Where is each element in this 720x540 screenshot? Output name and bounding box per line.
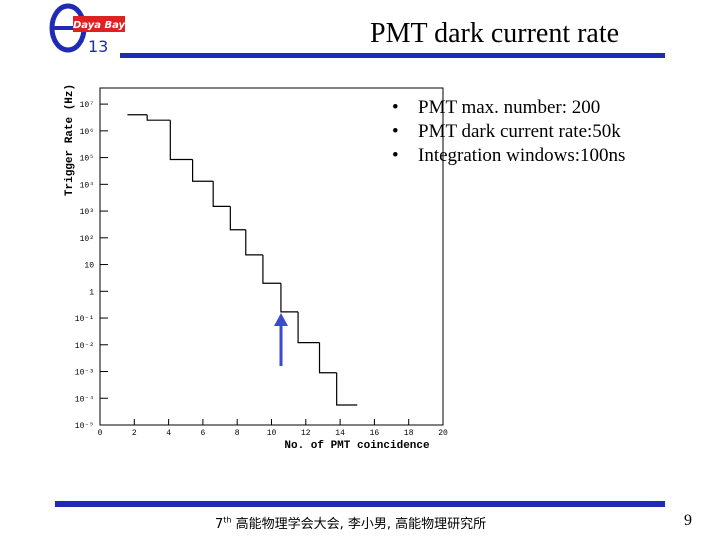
footer-text: 高能物理学会大会, 李小男, 高能物理研究所	[231, 517, 487, 532]
y-tick-label: 10⁻³	[75, 369, 94, 378]
histogram-step	[212, 181, 231, 207]
y-tick-label: 10⁻⁴	[75, 395, 94, 404]
plot-frame	[99, 87, 444, 426]
y-tick-label: 10⁴	[80, 181, 94, 190]
footer-rule	[55, 501, 665, 507]
x-tick-label: 10	[267, 429, 277, 438]
histogram-step	[297, 311, 320, 344]
x-tick-label: 16	[370, 429, 380, 438]
page-number: 9	[684, 512, 692, 529]
footer-ordinal: 7	[215, 517, 224, 532]
x-tick-label: 14	[335, 429, 345, 438]
bullet-list: PMT max. number: 200 PMT dark current ra…	[392, 96, 625, 168]
histogram-step	[318, 342, 337, 374]
histogram-step	[245, 229, 263, 256]
footer-suffix: th	[223, 515, 232, 525]
y-tick-label: 10⁻¹	[75, 315, 94, 324]
histogram-step	[229, 206, 246, 231]
annotation-arrowhead	[274, 313, 288, 326]
histogram-step	[262, 254, 281, 284]
histogram-step	[336, 372, 358, 406]
x-tick-label: 0	[98, 429, 103, 438]
x-tick-label: 4	[166, 429, 171, 438]
bullet: PMT max. number: 200	[392, 96, 625, 120]
x-axis-label: No. of PMT coincidence	[284, 440, 430, 452]
y-tick-label: 10⁶	[80, 128, 94, 137]
bullet: Integration windows:100ns	[392, 144, 625, 168]
logo-index: 13	[88, 37, 108, 56]
x-tick-label: 18	[404, 429, 414, 438]
histogram-step	[146, 114, 171, 121]
chart: 0 2 4 6 8 10 12 14 16 18 20 10⁻⁵ 10⁻⁴ 10⁻³ 10⁻² 10⁻¹ 1 10…	[64, 84, 448, 452]
slide-title: PMT dark current rate	[370, 18, 620, 49]
histogram-step	[280, 283, 299, 313]
x-tick-label: 12	[301, 429, 311, 438]
x-tick-label: 2	[132, 429, 137, 438]
y-tick-label: 1	[89, 288, 94, 297]
x-tick-label: 20	[438, 429, 448, 438]
footer: 7th 高能物理学会大会, 李小男, 高能物理研究所	[215, 513, 486, 532]
y-tick-label: 10⁷	[80, 101, 94, 110]
bullet: PMT dark current rate:50k	[392, 120, 625, 144]
title-rule	[120, 53, 665, 58]
y-tick-label: 10	[84, 262, 94, 271]
logo-band	[73, 16, 125, 32]
logo-name: Daya Bay	[73, 20, 126, 31]
logo: Daya Bay 13	[49, 3, 126, 56]
histogram-step	[192, 159, 214, 182]
x-tick-label: 8	[235, 429, 240, 438]
y-tick-label: 10⁵	[80, 155, 94, 164]
x-tick-label: 6	[200, 429, 205, 438]
y-axis-label: Trigger Rate (Hz)	[64, 84, 76, 196]
y-tick-label: 10⁻⁵	[75, 422, 94, 431]
y-tick-label: 10³	[80, 208, 94, 217]
histogram-step	[169, 120, 193, 161]
y-tick-label: 10²	[80, 235, 94, 244]
y-tick-label: 10⁻²	[75, 342, 94, 351]
